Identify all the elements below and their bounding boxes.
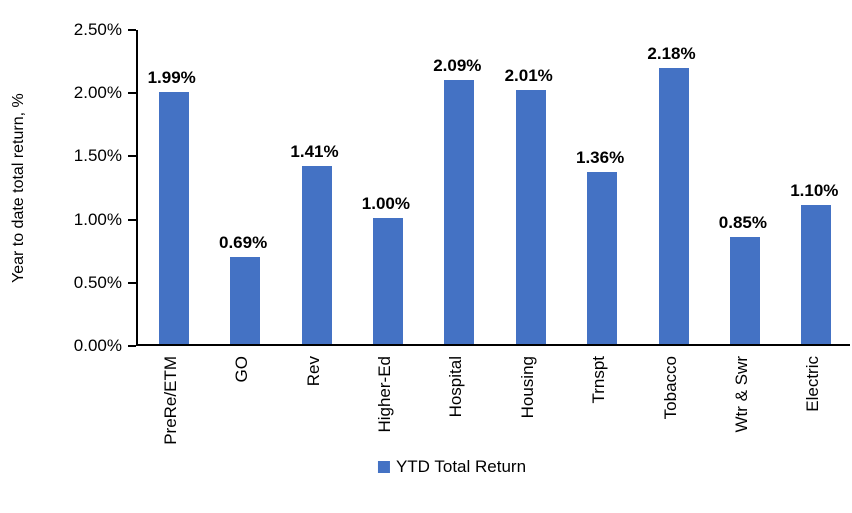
bar-Tobacco [658,68,689,344]
y-axis-tick-mark [128,281,136,284]
bar-value-label: 1.36% [575,148,625,168]
y-axis-tick-mark [128,218,136,221]
legend-swatch-icon [377,461,390,473]
y-axis-tick-mark [128,155,136,158]
y-axis-title: Year to date total return, % [10,93,27,283]
y-axis-tick-label: 1.00% [73,209,122,229]
y-axis-tick-label: 2.00% [73,83,122,103]
bar-value-label: 1.41% [290,141,339,161]
bar-PreRe/ETM [158,92,189,344]
x-axis-category-label: Wtr & Swr [731,356,751,433]
bar-value-label: 0.85% [718,212,767,232]
x-axis-category-label: Electric [803,356,823,412]
bar-Higher-Ed [372,217,403,344]
y-axis-tick-mark [128,92,136,95]
bar-value-label: 0.69% [218,232,268,252]
x-axis-category-label: Trnspt [589,356,609,404]
legend-series-label: YTD Total Return [395,457,527,476]
bar-value-label: 1.99% [147,68,196,88]
x-axis-category-label: GO [232,356,252,383]
y-axis-tick-label: 0.50% [73,272,122,292]
x-axis-category-label: Hospital [446,356,466,418]
x-axis-category-label: Higher-Ed [374,356,394,433]
y-axis-tick-mark [128,345,136,347]
legend: YTD Total Return [377,457,527,476]
y-axis-tick-label: 1.50% [73,146,122,166]
x-axis-category-label: Tobacco [660,356,680,420]
bar-value-label: 2.09% [433,55,482,75]
bar-value-label: 1.10% [790,180,839,200]
bar-value-label: 2.01% [504,65,553,85]
x-axis-category-label: Housing [517,356,537,419]
y-axis-tick-mark [128,29,136,31]
x-axis-category-label: PreRe/ETM [160,356,180,445]
plot-area [136,30,850,346]
bar-GO [230,256,261,344]
x-axis-category-label: Rev [303,356,323,387]
bar-value-label: 2.18% [647,44,696,64]
bar-value-label: 1.00% [361,193,410,213]
y-axis-tick-label: 0.00% [73,336,122,355]
bar-Trnspt [587,172,618,344]
bar-Wtr & Swr [729,236,760,344]
bar-Rev [301,165,332,344]
bar-Hospital [444,79,475,344]
bar-Electric [801,204,832,344]
y-axis-tick-label: 2.50% [73,20,122,39]
bar-Housing [515,89,546,344]
